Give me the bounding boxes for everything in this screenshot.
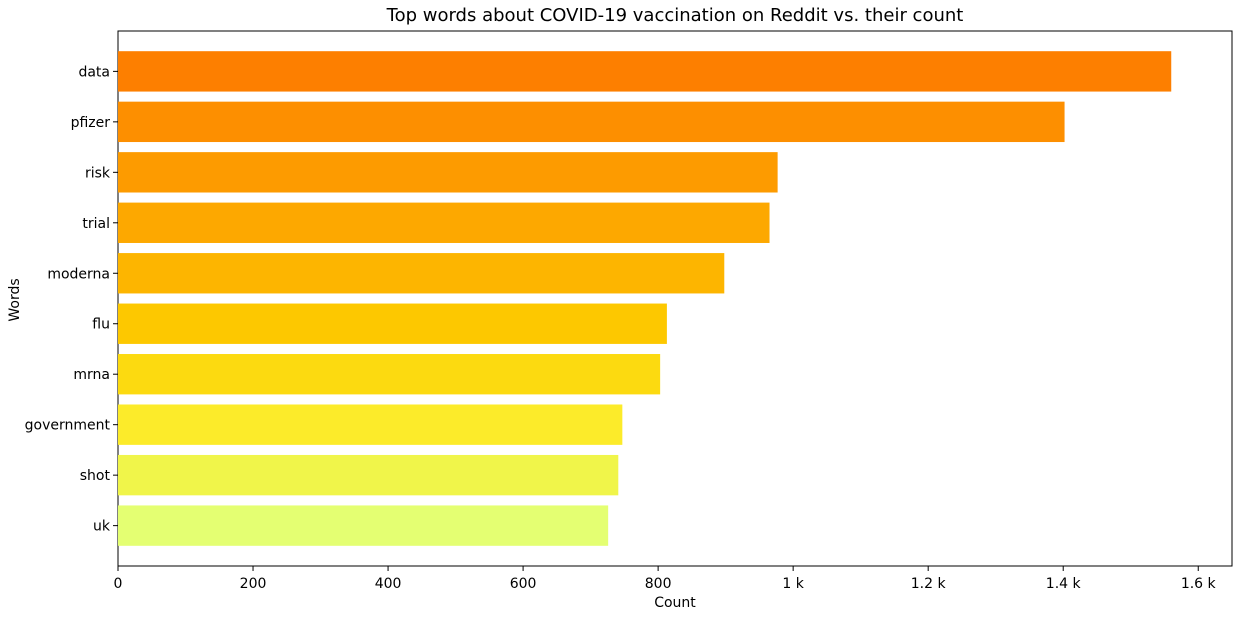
y-tick-label-uk: uk — [93, 519, 111, 535]
x-tick-label: 600 — [510, 576, 537, 592]
y-axis-label: Words — [7, 278, 23, 321]
x-tick-label: 200 — [240, 576, 267, 592]
x-tick-label: 400 — [375, 576, 402, 592]
x-ticks: 0 200 400 600 800 1 k 1.2 k 1.4 k 1.6 k — [114, 566, 1217, 592]
x-tick-label: 800 — [645, 576, 672, 592]
bar-pfizer — [118, 101, 1065, 143]
plot-frame — [117, 30, 1233, 567]
x-tick-label: 1 k — [782, 576, 804, 592]
bar-government — [118, 404, 623, 445]
y-tick-label-mrna: mrna — [73, 367, 110, 383]
bar-uk — [118, 505, 609, 546]
plot-area — [117, 30, 1233, 567]
y-tick-label-pfizer: pfizer — [71, 115, 111, 131]
y-tick-label-risk: risk — [85, 165, 111, 181]
y-ticks: data pfizer risk trial moderna flu mrna governm… — [25, 64, 118, 535]
bar-shot — [118, 454, 619, 496]
bar-moderna — [118, 253, 725, 294]
y-tick-label-flu: flu — [92, 317, 110, 333]
y-tick-label-data: data — [78, 64, 110, 80]
bar-risk — [118, 152, 778, 193]
y-tick-label-government: government — [25, 418, 111, 434]
y-tick-label-moderna: moderna — [47, 266, 110, 282]
x-tick-label: 1.6 k — [1181, 576, 1217, 592]
bar-mrna — [118, 354, 661, 395]
bar-trial — [118, 202, 770, 243]
x-tick-label: 1.4 k — [1046, 576, 1082, 592]
bar-flu — [118, 303, 667, 344]
bars — [118, 51, 1172, 546]
bar-data — [118, 51, 1172, 92]
y-tick-label-shot: shot — [80, 468, 111, 484]
x-axis-label: Count — [654, 595, 696, 611]
y-tick-label-trial: trial — [82, 216, 110, 232]
chart-title: Top words about COVID-19 vaccination on … — [386, 5, 964, 26]
x-tick-label: 0 — [114, 576, 123, 592]
x-tick-label: 1.2 k — [911, 576, 947, 592]
